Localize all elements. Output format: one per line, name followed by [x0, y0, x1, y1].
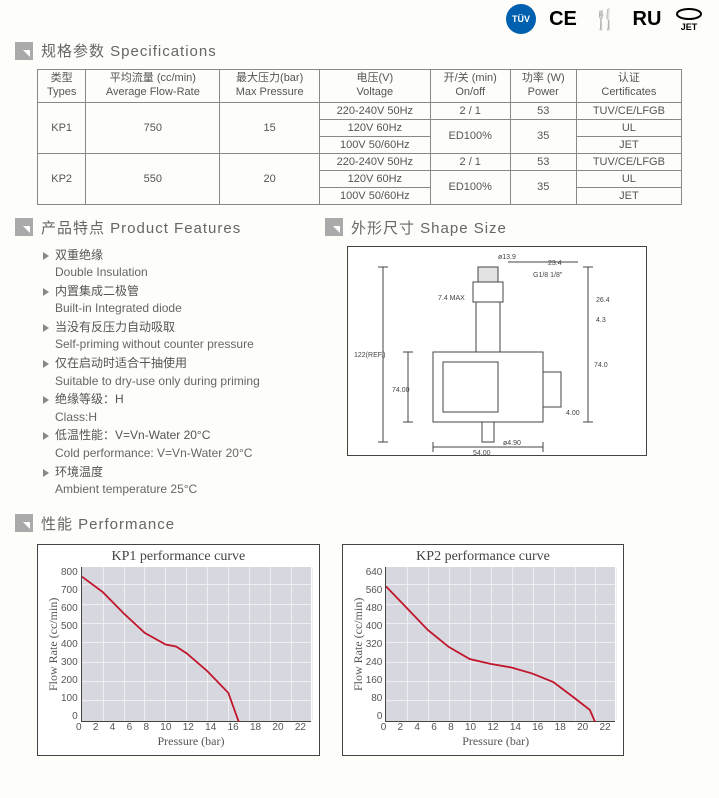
chart-title: KP1 performance curve [46, 549, 311, 565]
y-axis-ticks: 8007006005004003002001000 [61, 567, 81, 722]
spec-title: 规格参数 Specifications [41, 40, 217, 61]
table-header: 电压(V)Voltage [319, 70, 430, 103]
table-row: KP175015220-240V 50Hz2 / 153TUV/CE/LFGB [38, 102, 682, 119]
feature-item-en: Double Insulation [43, 263, 305, 282]
y-axis-ticks: 640560480400320240160800 [366, 567, 386, 722]
svg-text:G1/8 1/8": G1/8 1/8" [533, 272, 563, 279]
shape-title: 外形尺寸 Shape Size [351, 217, 507, 238]
feature-item: 环境温度 [43, 463, 305, 482]
table-header: 认证Certificates [576, 70, 681, 103]
feature-item-en: Self-priming without counter pressure [43, 335, 305, 354]
feature-item: 内置集成二极管 [43, 282, 305, 301]
kp1-chart: KP1 performance curve Flow Rate (cc/min)8… [37, 544, 320, 756]
section-arrow-icon [325, 218, 343, 236]
svg-text:26.4: 26.4 [596, 297, 610, 304]
svg-text:ø4.90: ø4.90 [503, 440, 521, 447]
y-axis-label: Flow Rate (cc/min) [46, 567, 61, 722]
chart-title: KP2 performance curve [351, 549, 616, 565]
svg-text:7.4 MAX: 7.4 MAX [438, 295, 465, 302]
x-axis-ticks: 0246810121416182022 [76, 722, 306, 733]
ce-badge: CE [548, 4, 578, 34]
svg-text:122(REF.): 122(REF.) [354, 352, 386, 359]
ul-badge: RU [632, 4, 662, 34]
features-heading: 产品特点 Product Features [15, 217, 305, 238]
feature-item: 绝缘等级：H [43, 390, 305, 409]
svg-text:4.00: 4.00 [566, 410, 580, 417]
svg-text:ø13.9: ø13.9 [498, 254, 516, 261]
svg-text:54.00: 54.00 [473, 450, 491, 457]
chart-plot [81, 567, 311, 722]
feature-item-en: Cold performance: V=Vn-Water 20°C [43, 444, 305, 463]
svg-text:74.00: 74.00 [392, 387, 410, 394]
section-arrow-icon [15, 514, 33, 532]
feature-item-en: Built-in Integrated diode [43, 299, 305, 318]
perf-heading: 性能 Performance [15, 513, 704, 534]
shape-diagram: ø13.9 G1/8 1/8" 7.4 MAX 122(REF.) 74.00 … [347, 246, 647, 456]
table-header: 开/关 (min)On/off [430, 70, 510, 103]
x-axis-label: Pressure (bar) [76, 734, 306, 749]
food-safe-badge: 🍴 [590, 4, 620, 34]
feature-item-en: Ambient temperature 25°C [43, 480, 305, 499]
table-header: 类型Types [38, 70, 86, 103]
x-axis-ticks: 0246810121416182022 [381, 722, 611, 733]
feature-item-en: Class:H [43, 408, 305, 427]
table-row: KP255020220-240V 50Hz2 / 153TUV/CE/LFGB [38, 153, 682, 170]
table-header-row: 类型Types平均流量 (cc/min)Average Flow-Rate最大压… [38, 70, 682, 103]
jet-badge: JET [674, 4, 704, 34]
svg-text:23.4: 23.4 [548, 260, 562, 267]
feature-item: 低温性能：V=Vn-Water 20°C [43, 426, 305, 445]
feature-item: 双重绝缘 [43, 246, 305, 265]
spec-heading: 规格参数 Specifications [15, 40, 704, 61]
y-axis-label: Flow Rate (cc/min) [351, 567, 366, 722]
svg-text:74.0: 74.0 [594, 362, 608, 369]
certification-row: TÜV CE 🍴 RU JET [15, 4, 704, 34]
svg-text:4.3: 4.3 [596, 317, 606, 324]
feature-item-en: Suitable to dry-use only during priming [43, 372, 305, 391]
shape-heading: 外形尺寸 Shape Size [325, 217, 704, 238]
feature-item: 当没有反压力自动吸取 [43, 318, 305, 337]
spec-table: 类型Types平均流量 (cc/min)Average Flow-Rate最大压… [37, 69, 682, 205]
tuv-badge: TÜV [506, 4, 536, 34]
perf-title: 性能 Performance [41, 513, 175, 534]
table-header: 最大压力(bar)Max Pressure [220, 70, 319, 103]
kp2-chart: KP2 performance curve Flow Rate (cc/min)6… [342, 544, 625, 756]
features-title: 产品特点 Product Features [41, 217, 241, 238]
table-header: 功率 (W)Power [510, 70, 576, 103]
table-header: 平均流量 (cc/min)Average Flow-Rate [86, 70, 220, 103]
section-arrow-icon [15, 218, 33, 236]
x-axis-label: Pressure (bar) [381, 734, 611, 749]
section-arrow-icon [15, 42, 33, 60]
feature-list: 双重绝缘Double Insulation内置集成二极管Built-in Int… [43, 246, 305, 499]
chart-plot [385, 567, 615, 722]
feature-item: 仅在启动时适合干抽使用 [43, 354, 305, 373]
